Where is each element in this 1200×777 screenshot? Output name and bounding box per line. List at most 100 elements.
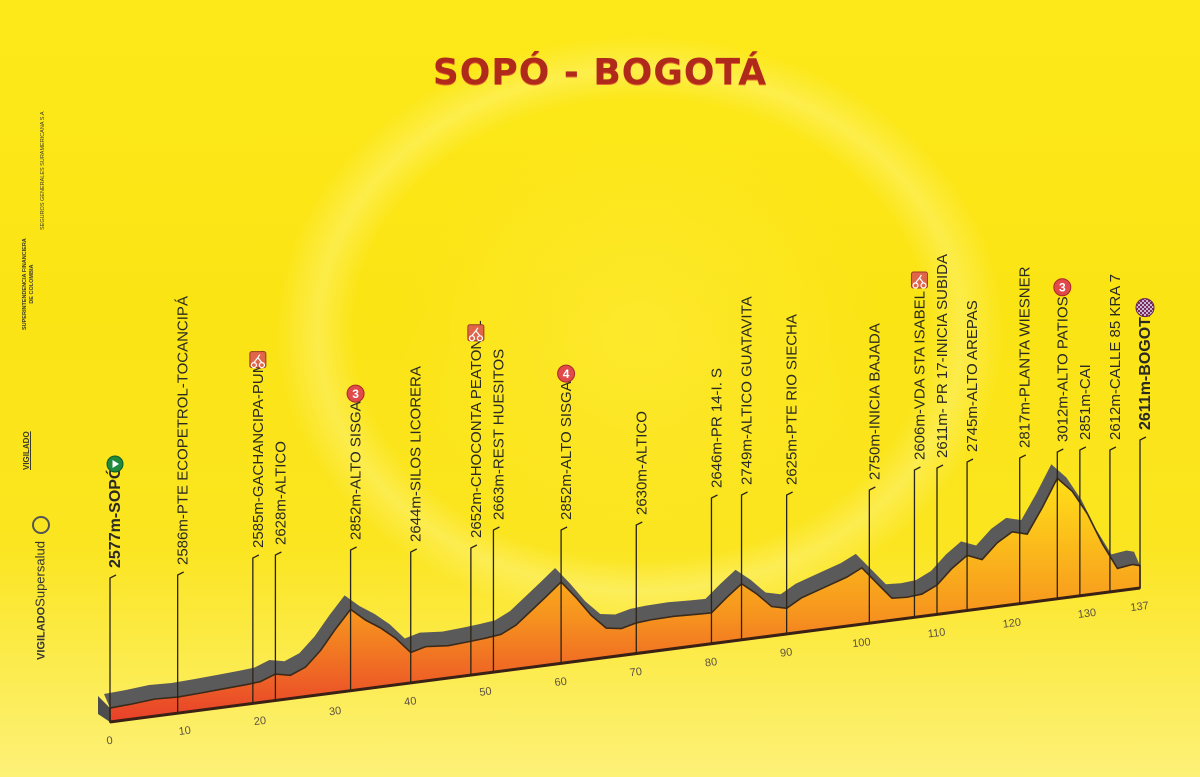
waypoint-line (470, 544, 478, 676)
waypoint-line (1019, 454, 1027, 604)
waypoint: 2586m-PTE ECOPETROL-TOCANCIPÁ (175, 296, 192, 714)
waypoint-label: 2628m-ALTICO (272, 441, 289, 545)
x-tick-label: 0 (106, 735, 114, 748)
baseline (109, 586, 1141, 724)
x-tick-label: 120 (1002, 617, 1022, 631)
waypoint-markers: 2577m-SOPÓ 2586m-PTE ECOPETROL-TOCANCIPÁ 2… (105, 254, 1155, 722)
x-tick-label: 40 (404, 695, 418, 708)
category-number: 3 (352, 387, 359, 401)
x-tick-label: 110 (927, 626, 946, 640)
waypoint: 2663m-REST HUESITOS (490, 349, 507, 673)
waypoint-line (177, 571, 184, 714)
waypoint-label: 2630m-ALTICO (633, 411, 650, 515)
profile-area (109, 476, 1141, 724)
waypoint-label: 2585m-GACHANCIPA-PUMA (250, 351, 267, 548)
waypoint-label: 2851m-CAI (1077, 364, 1094, 440)
waypoint: 2652m-CHOCONTA PEATONAL (467, 320, 485, 676)
waypoint-label: 2652m-CHOCONTA PEATONAL (468, 320, 485, 538)
waypoint: 2630m-ALTICO (633, 411, 650, 654)
waypoint-label: 2663m-REST HUESITOS (490, 349, 507, 520)
waypoint-line (868, 486, 876, 624)
waypoint-label: 2852m-ALTO SISGA (558, 381, 575, 520)
waypoint-line (710, 494, 718, 644)
x-tick-label: 90 (779, 646, 793, 659)
x-tick-label: 137 (1130, 600, 1150, 614)
x-tick-label: 30 (328, 705, 342, 718)
waypoint: 2612m-CALLE 85 KRA 7 (1107, 274, 1124, 592)
waypoint: 2851m-CAI (1077, 364, 1094, 596)
mountain-category-icon (557, 364, 576, 383)
x-tick-label: 100 (852, 636, 872, 650)
sprint-cyclist-icon (910, 271, 928, 289)
waypoint: 2750m-INICIA BAJADA (866, 323, 883, 624)
waypoint: 2625m-PTE RIO SIECHA (784, 314, 801, 634)
bicycle-glyph (250, 354, 265, 369)
waypoint: 2644m-SILOS LICORERA (408, 366, 425, 683)
waypoint-line (785, 491, 793, 634)
profile-side-face (98, 696, 110, 722)
x-tick-label: 50 (479, 685, 493, 698)
waypoint-label: 2745m-ALTO AREPAS (964, 300, 981, 452)
waypoint: 2749m-ALTICO GUATAVITA (739, 296, 756, 640)
elevation-area (109, 476, 1141, 723)
x-tick-label: 10 (178, 725, 192, 738)
x-tick-label: 60 (554, 676, 568, 689)
waypoint-line (252, 554, 260, 704)
waypoint-line (349, 546, 357, 691)
waypoint: 2606m-VDA STA ISABEL (910, 271, 928, 618)
waypoint: 2745m-ALTO AREPAS (964, 300, 981, 611)
waypoint-line (635, 521, 643, 654)
sprint-cyclist-icon (467, 324, 485, 342)
waypoint-label: 2625m-PTE RIO SIECHA (784, 314, 801, 485)
waypoint-line (936, 464, 944, 615)
waypoint-line (1109, 446, 1117, 592)
waypoint: 2577m-SOPÓ (105, 455, 124, 722)
waypoint-line (560, 526, 568, 664)
play-icon (112, 460, 119, 468)
bicycle-glyph (468, 327, 484, 342)
waypoint: 2817m-PLANTA WIESNER (1017, 266, 1034, 604)
waypoint-label: 2817m-PLANTA WIESNER (1017, 266, 1034, 448)
waypoint: 2611m-BOGOTÁ (1135, 298, 1155, 588)
waypoint-line (492, 526, 500, 673)
waypoint-label: 2606m-VDA STA ISABEL (911, 291, 928, 460)
ridge-band (104, 464, 1140, 709)
waypoint-label: 2750m-INICIA BAJADA (866, 323, 883, 480)
waypoint-line (740, 491, 748, 640)
bicycle-glyph (912, 274, 927, 289)
x-tick-label: 20 (253, 715, 267, 728)
waypoint-label: 2644m-SILOS LICORERA (408, 366, 425, 542)
waypoint: 2611m- PR 17-INICIA SUBIDA (934, 254, 951, 615)
sprint-cyclist-icon (249, 351, 267, 369)
category-number: 4 (563, 367, 570, 381)
mountain-category-icon (1053, 278, 1072, 297)
x-tick-label: 70 (629, 666, 643, 679)
waypoint: 2585m-GACHANCIPA-PUMA (249, 351, 267, 704)
waypoint-line (1139, 436, 1147, 588)
waypoint-label: 2577m-SOPÓ (105, 467, 124, 568)
waypoint: 2628m-ALTICO (272, 441, 289, 701)
x-tick-label: 130 (1077, 607, 1097, 621)
waypoint-line (410, 548, 418, 683)
waypoint-label: 3012m-ALTO PATIOS (1054, 296, 1071, 442)
profile-ridge-band (98, 464, 1140, 722)
waypoint-label: 2611m-BOGOTÁ (1135, 305, 1154, 430)
x-tick-label: 80 (704, 656, 718, 669)
mountain-category-icon (346, 384, 365, 403)
waypoint-label: 2611m- PR 17-INICIA SUBIDA (934, 254, 951, 458)
category-number: 3 (1059, 281, 1066, 295)
waypoint-label: 2646m-PR 14-I. S (708, 368, 725, 488)
waypoint-label: 2749m-ALTICO GUATAVITA (739, 296, 756, 485)
waypoint-line (1056, 448, 1064, 599)
waypoint-label: 2852m-ALTO SISGA (348, 401, 365, 540)
stage-title: SOPÓ - BOGOTÁ (432, 52, 768, 93)
waypoint-label: 2586m-PTE ECOPETROL-TOCANCIPÁ (175, 296, 192, 565)
waypoint-line (109, 574, 117, 722)
x-axis-ticks: 0 10 20 30 40 50 60 70 80 90 100 110 120 130 137 (106, 600, 1150, 747)
waypoint-line (1079, 446, 1087, 596)
waypoint: 2646m-PR 14-I. S (708, 368, 725, 644)
